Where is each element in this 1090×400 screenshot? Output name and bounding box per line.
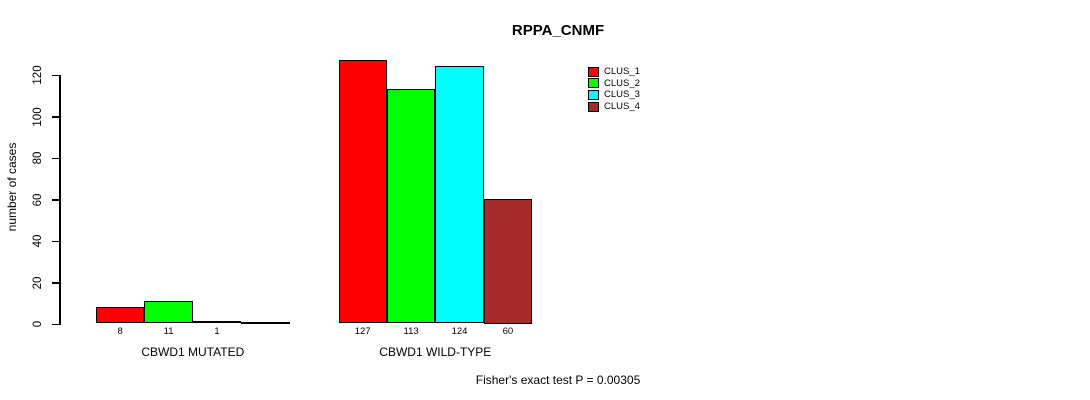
category-label-1: CBWD1 MUTATED <box>141 345 245 359</box>
y-axis-tick <box>52 323 60 325</box>
bar-clus_2-2 <box>386 89 436 324</box>
bar-clus_3-1 <box>192 321 242 324</box>
annotation-fisher-test: Fisher's exact test P = 0.00305 <box>475 373 641 387</box>
y-axis-tick-label: 20 <box>32 276 44 290</box>
y-axis-tick <box>52 199 60 201</box>
bar-value-label: 11 <box>163 326 174 337</box>
bar-value-label: 60 <box>502 326 514 337</box>
legend-swatch-clus_2 <box>588 78 599 89</box>
legend-swatch-clus_4 <box>588 101 599 112</box>
legend-label-clus_2: CLUS_2 <box>604 77 640 89</box>
bar-value-label: 8 <box>117 326 123 337</box>
y-axis-tick <box>52 240 60 242</box>
bar-clus_1-1 <box>96 306 145 324</box>
bar-value-label: 127 <box>354 326 371 337</box>
legend-swatch-clus_3 <box>588 89 599 100</box>
legend-label-clus_3: CLUS_3 <box>604 89 640 101</box>
bar-value-label: 1 <box>214 326 220 337</box>
bar-clus_4-1-zero <box>241 322 290 324</box>
legend-label-clus_1: CLUS_1 <box>604 66 640 77</box>
y-axis-tick <box>52 74 60 76</box>
chart-title: RPPA_CNMF <box>511 22 605 39</box>
bar-value-label: 113 <box>403 326 419 337</box>
y-axis-tick-label: 60 <box>32 193 44 207</box>
category-label-2: CBWD1 WILD-TYPE <box>379 345 492 359</box>
y-axis-tick <box>52 116 60 118</box>
y-axis-tick <box>52 282 60 284</box>
y-axis-title: number of cases <box>5 142 19 232</box>
y-axis-tick-label: 100 <box>32 107 44 127</box>
y-axis-tick-label: 0 <box>32 321 44 328</box>
bar-clus_3-2 <box>435 66 484 324</box>
y-axis-tick-label: 120 <box>32 65 44 85</box>
bar-clus_4-2 <box>483 199 533 324</box>
bar-clus_1-2 <box>338 59 387 324</box>
bar-clus_2-1 <box>144 300 193 324</box>
legend-label-clus_4: CLUS_4 <box>604 101 640 113</box>
legend-swatch-clus_1 <box>588 66 599 77</box>
y-axis-tick <box>52 157 60 159</box>
y-axis-tick-label: 40 <box>32 234 44 248</box>
y-axis-tick-label: 80 <box>32 151 44 165</box>
bar-value-label: 124 <box>451 326 468 337</box>
